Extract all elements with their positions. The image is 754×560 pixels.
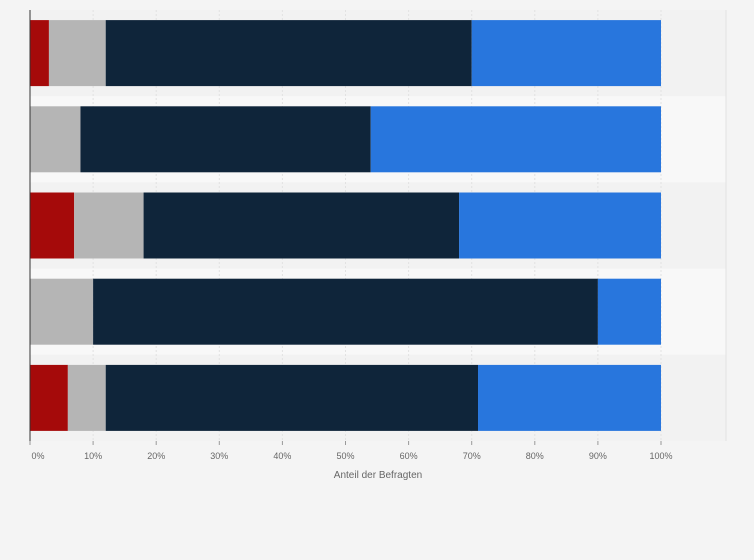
- x-tick-label: 20%: [147, 451, 165, 461]
- x-tick-label: 100%: [649, 451, 672, 461]
- bar-segment-2-4: [370, 106, 661, 173]
- bar-segment-5-4: [478, 364, 661, 431]
- x-tick-label: 10%: [84, 451, 102, 461]
- bar-segment-3-1: [30, 192, 75, 259]
- axes: [29, 10, 662, 445]
- bar-segment-1-3: [105, 20, 472, 87]
- bar-series: [30, 20, 661, 431]
- gridlines: [29, 10, 727, 441]
- x-tick-label: 70%: [463, 451, 481, 461]
- x-tick-label: 90%: [589, 451, 607, 461]
- bar-segment-1-4: [471, 20, 661, 87]
- bar-segment-3-3: [143, 192, 460, 259]
- bar-segment-2-2: [30, 106, 81, 173]
- x-axis-title: Anteil der Befragten: [334, 470, 422, 481]
- bar-segment-2-3: [80, 106, 371, 173]
- x-tick-label: 40%: [273, 451, 291, 461]
- bar-segment-1-2: [48, 20, 106, 87]
- x-tick-label: 60%: [400, 451, 418, 461]
- bar-segment-4-3: [93, 278, 598, 345]
- bar-segment-4-4: [597, 278, 661, 345]
- x-tick-label: 80%: [526, 451, 544, 461]
- x-tick-label: 0%: [31, 451, 44, 461]
- x-tick-label: 50%: [336, 451, 354, 461]
- bar-segment-3-4: [459, 192, 661, 259]
- x-tick-label: 30%: [210, 451, 228, 461]
- bar-segment-4-2: [30, 278, 94, 345]
- bar-segment-5-1: [30, 364, 68, 431]
- bar-segment-3-2: [74, 192, 144, 259]
- bar-segment-1-1: [30, 20, 49, 87]
- bar-segment-5-3: [105, 364, 479, 431]
- bar-segment-5-2: [67, 364, 106, 431]
- x-tick-labels: 0% 10% 20% 30% 40% 50% 60% 70% 80% 90% 100%: [31, 451, 672, 461]
